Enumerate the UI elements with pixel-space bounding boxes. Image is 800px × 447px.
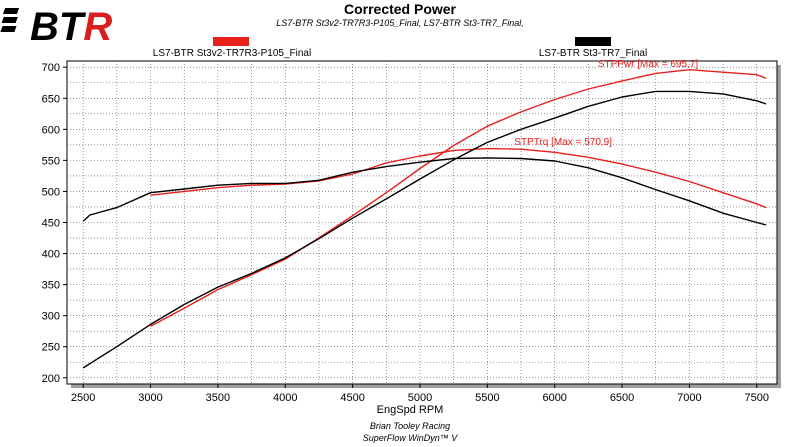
x-axis-ticks: 2500 3000 3500 4000 4500 5000 5500 6000 6500 7000… xyxy=(71,384,769,404)
x-tick-label: 3000 xyxy=(138,392,162,404)
x-tick-label: 2500 xyxy=(71,392,95,404)
legend: LS7-BTR St3v2-TR7R3-P105_Final LS7-BTR S… xyxy=(153,37,647,59)
y-axis-ticks: 200 250 300 350 400 450 500 550 600 650 700 xyxy=(42,62,67,385)
x-tick-label: 7500 xyxy=(745,392,769,404)
x-axis-label: EngSpd RPM xyxy=(377,404,444,416)
x-tick-label: 5500 xyxy=(475,392,499,404)
y-tick-label: 400 xyxy=(42,249,60,261)
annotations: STPPwr [Max = 695.7] STPTrq [Max = 570.9] xyxy=(514,59,698,148)
x-tick-label: 5000 xyxy=(408,392,432,404)
legend-swatch-black xyxy=(575,37,611,46)
x-tick-label: 7000 xyxy=(677,392,701,404)
y-tick-label: 600 xyxy=(42,124,60,136)
y-tick-label: 450 xyxy=(42,218,60,230)
grid xyxy=(67,61,777,384)
series-line-stptrq-black xyxy=(82,157,767,226)
legend-swatch-red xyxy=(213,37,249,46)
y-tick-label: 350 xyxy=(42,280,60,292)
chart-title: Corrected Power xyxy=(344,1,457,17)
y-tick-label: 500 xyxy=(42,186,60,198)
x-tick-label: 6500 xyxy=(610,392,634,404)
x-tick-label: 6000 xyxy=(542,392,566,404)
chart-subtitle: LS7-BTR St3v2-TR7R3-P105_Final, LS7-BTR … xyxy=(276,18,524,28)
y-tick-label: 250 xyxy=(42,342,60,354)
logo-text: BTR xyxy=(30,5,112,49)
annotation-label: STPTrq [Max = 570.9] xyxy=(514,137,612,148)
series-line-stppwr-red xyxy=(150,68,767,327)
y-tick-label: 650 xyxy=(42,93,60,105)
footer-line-1: Brian Tooley Racing xyxy=(370,421,450,431)
btr-logo: BTR xyxy=(0,5,112,49)
series-lines xyxy=(82,68,767,369)
x-tick-label: 4000 xyxy=(273,392,297,404)
legend-label-1: LS7-BTR St3v2-TR7R3-P105_Final xyxy=(153,48,311,59)
x-tick-label: 4500 xyxy=(340,392,364,404)
annotation-label: STPPwr [Max = 695.7] xyxy=(598,59,699,70)
series-line-stptrq-red xyxy=(150,147,767,209)
x-tick-label: 3500 xyxy=(206,392,230,404)
logo-text-accent: R xyxy=(83,5,112,49)
y-tick-label: 700 xyxy=(42,62,60,74)
y-tick-label: 200 xyxy=(42,373,60,385)
footer-line-2: SuperFlow WinDyn™ V xyxy=(363,433,458,443)
y-tick-label: 300 xyxy=(42,311,60,323)
legend-label-2: LS7-BTR St3-TR7_Final xyxy=(539,48,647,59)
series-line-stppwr-black xyxy=(82,90,767,369)
y-tick-label: 550 xyxy=(42,155,60,167)
logo-text-main: BT xyxy=(30,5,87,49)
